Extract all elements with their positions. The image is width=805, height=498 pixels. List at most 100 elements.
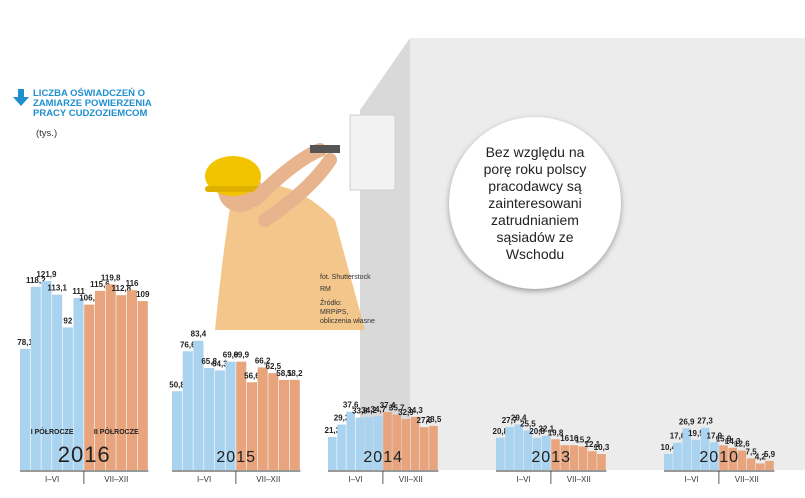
bar-label-2015-10: 62,5 xyxy=(266,362,282,371)
bar-label-2016-3: 121,9 xyxy=(36,270,57,279)
legend-title: LICZBA OŚWIADCZEŃ O ZAMIARZE POWIERZENIA… xyxy=(33,88,152,119)
bar-label-2013-10: 15,2 xyxy=(575,435,591,444)
bar-2013-12 xyxy=(597,454,606,470)
axis-label-h2-2014: VII–XII xyxy=(399,475,423,484)
bar-2015-9 xyxy=(257,367,268,470)
bar-label-2010-11: 4,2 xyxy=(755,452,767,461)
bar-2013-1 xyxy=(496,437,505,470)
bar-label-2015-3: 83,4 xyxy=(191,330,207,339)
bar-2016-6 xyxy=(73,297,84,470)
bar-2016-10 xyxy=(116,295,127,470)
bar-2014-6 xyxy=(374,416,383,470)
bar-2016-8 xyxy=(94,290,105,470)
bar-label-2010-7: 15,9 xyxy=(716,434,732,443)
bar-label-2015-8: 56,6 xyxy=(244,371,260,380)
bar-label-2010-6: 17,9 xyxy=(707,431,723,440)
bar-label-2014-11: 27,6 xyxy=(417,416,433,425)
axis-label-h2-2013: VII–XII xyxy=(567,475,591,484)
bar-label-2010-2: 17,6 xyxy=(670,432,686,441)
bar-2015-5 xyxy=(214,370,225,470)
bar-2010-6 xyxy=(710,442,719,470)
bar-2015-7 xyxy=(236,361,247,470)
bar-2014-4 xyxy=(355,417,365,470)
bar-2016-5 xyxy=(62,327,73,470)
bar-label-2016-7: 106,7 xyxy=(79,294,100,303)
bar-label-2015-9: 66,2 xyxy=(255,356,271,365)
bar-2013-4 xyxy=(523,430,533,470)
bar-label-2015-11: 58,1 xyxy=(276,369,292,378)
bar-2010-3 xyxy=(682,428,691,470)
axis-label-h1-2013: I–VI xyxy=(516,475,530,484)
bar-label-2013-9: 16 xyxy=(569,434,578,443)
bar-label-2016-8: 115,6 xyxy=(90,280,110,289)
bar-2013-8 xyxy=(560,445,569,470)
bar-2014-5 xyxy=(364,416,374,470)
bar-label-2016-2: 118,2 xyxy=(26,276,46,285)
bar-label-2016-6: 111 xyxy=(72,287,85,296)
bar-label-2014-1: 21,3 xyxy=(325,426,341,435)
bar-label-2013-8: 16 xyxy=(560,434,569,443)
bar-label-2016-5: 92 xyxy=(63,316,72,325)
author-credit: RM xyxy=(320,286,331,293)
bar-label-2010-10: 7,5 xyxy=(746,447,758,456)
bar-2010-11 xyxy=(756,463,765,470)
bar-2010-5 xyxy=(700,427,710,470)
year-label-2016: 2016 xyxy=(58,442,111,467)
bar-2013-5 xyxy=(532,437,542,470)
bar-label-2010-9: 12,6 xyxy=(734,439,750,448)
quote-text: Bez względu na porę roku polscy pracodaw… xyxy=(483,143,587,262)
bar-2015-10 xyxy=(268,373,279,470)
bar-2014-11 xyxy=(420,427,429,470)
photo-credit: fot. Shutterstock xyxy=(320,274,371,281)
year-label-2010: 2010 xyxy=(699,449,739,466)
axis-label-h2-2015: VII–XII xyxy=(256,475,280,484)
half1-label: I PÓŁROCZE xyxy=(31,427,74,436)
bar-2014-2 xyxy=(337,424,346,470)
bar-2013-10 xyxy=(578,446,588,470)
bar-label-2016-12: 109 xyxy=(136,290,150,299)
arrow-down-icon xyxy=(13,89,29,106)
bar-label-2014-5: 34,2 xyxy=(361,406,377,415)
year-label-2014: 2014 xyxy=(363,449,403,466)
bar-label-2015-12: 58,2 xyxy=(287,369,303,378)
bar-2015-2 xyxy=(182,351,193,470)
bar-2016-1 xyxy=(20,348,31,470)
bar-label-2015-2: 76,6 xyxy=(180,340,196,349)
bar-2014-7 xyxy=(383,412,392,470)
axis-label-h1-2014: I–VI xyxy=(348,475,362,484)
bar-label-2013-3: 29,4 xyxy=(511,413,527,422)
bar-label-2010-3: 26,9 xyxy=(679,417,695,426)
bar-2014-9 xyxy=(401,419,411,470)
axis-label-h2-2016: VII–XII xyxy=(104,475,128,484)
bar-label-2014-8: 35,7 xyxy=(389,404,405,413)
source-note: obliczenia własne xyxy=(320,318,375,325)
bar-label-2014-4: 33,8 xyxy=(352,407,368,416)
bar-2013-7 xyxy=(551,439,560,470)
quote-bubble: Bez względu na porę roku polscy pracodaw… xyxy=(449,117,621,289)
bar-label-2013-5: 20,8 xyxy=(529,427,545,436)
bar-label-2015-5: 64,3 xyxy=(212,359,228,368)
bar-2013-2 xyxy=(505,427,514,470)
source-name: MRPiPS, xyxy=(320,309,349,316)
bar-2015-1 xyxy=(172,391,183,470)
bar-2014-3 xyxy=(346,411,355,470)
bar-2010-4 xyxy=(691,439,701,470)
bar-label-2015-1: 50,8 xyxy=(169,380,185,389)
bar-2015-12 xyxy=(289,379,300,470)
bar-label-2015-7: 69,9 xyxy=(233,351,249,360)
bar-label-2010-5: 27,3 xyxy=(697,417,713,426)
bar-2016-3 xyxy=(41,281,52,470)
bar-label-2016-11: 116 xyxy=(126,279,139,288)
bar-2013-9 xyxy=(569,445,579,470)
bar-2013-3 xyxy=(514,424,523,470)
bar-label-2013-11: 12,1 xyxy=(585,440,601,449)
bar-label-2010-1: 10,4 xyxy=(661,443,677,452)
bar-2014-1 xyxy=(328,436,337,470)
bar-label-2015-6: 69,9 xyxy=(223,351,239,360)
bar-label-2014-9: 32,9 xyxy=(398,408,414,417)
axis-label-h1-2015: I–VI xyxy=(197,475,211,484)
bar-label-2013-2: 27,7 xyxy=(502,416,518,425)
bar-2015-11 xyxy=(279,379,290,470)
bar-2010-12 xyxy=(765,460,774,470)
bar-2016-12 xyxy=(137,301,148,470)
